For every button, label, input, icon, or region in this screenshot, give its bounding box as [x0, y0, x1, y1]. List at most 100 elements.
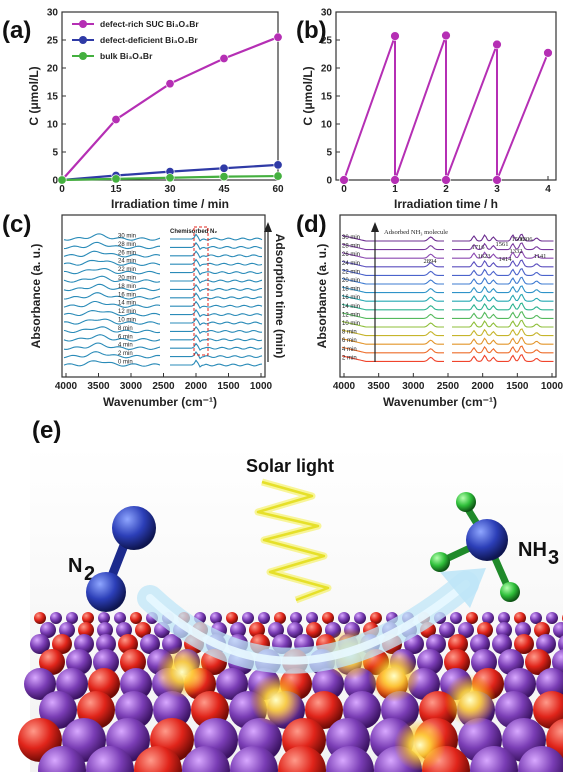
surface-atom [86, 746, 134, 772]
chart-b-point [390, 175, 400, 185]
chart-c-right-label: Adsorption time (min) [273, 234, 287, 359]
chart-b-ytick-label: 0 [326, 176, 332, 187]
surface-atom [558, 635, 563, 653]
chart-c-curve-label: 12 min [118, 309, 136, 315]
chart-d-xtick-label: 3500 [368, 381, 391, 392]
chart-a-ytick-label: 0 [52, 176, 58, 187]
chart-d-curve-label: 10 min [342, 321, 360, 327]
surface-atom [258, 612, 270, 624]
chart-a-point [111, 174, 121, 184]
surface-atom [39, 691, 77, 729]
chart-b-xtick-label: 2 [443, 184, 449, 195]
catalyst-surface [18, 612, 563, 772]
surface-atom [466, 612, 478, 624]
chart-b-xtick-label: 3 [494, 184, 500, 195]
nh3-h-atom-2 [430, 552, 450, 572]
chart-c-curve-label: 0 min [118, 360, 133, 366]
chart-c: 30 min 28 min 26 min 24 min 22 min 20 min 18 m… [29, 214, 287, 409]
chart-d-curve-label: 22 min [342, 269, 360, 275]
chart-a-point [273, 171, 283, 181]
chart-d-peak-label: 1561 [496, 241, 509, 248]
surface-atom [553, 622, 563, 638]
chart-c-curve-label: 30 min [118, 234, 136, 240]
surface-atom [530, 612, 542, 624]
chart-d-curve-label: 18 min [342, 287, 360, 293]
surface-atom [39, 649, 65, 675]
chart-a-ytick-label: 25 [47, 36, 59, 47]
chart-a-ytick-label: 30 [47, 8, 59, 19]
chart-d-peak-label: 1623 [478, 253, 491, 260]
chart-a-ytick-label: 20 [47, 64, 59, 75]
panel-label-c: (c) [2, 211, 31, 238]
chart-a-legend-label: defect-deficient Bi₃O₄Br [100, 35, 198, 45]
chart-a-legend-label: defect-rich SUC Bi₃O₄Br [100, 19, 199, 29]
surface-atom [210, 612, 222, 624]
surface-atom [52, 634, 72, 654]
surface-atom [448, 634, 468, 654]
chart-a-legend-label: bulk Bi₃O₄Br [100, 51, 153, 61]
active-site-glow [444, 674, 496, 726]
chart-b-point [441, 175, 451, 185]
chart-a-point [111, 115, 121, 125]
chart-d-peak-label: 1716 [472, 244, 486, 251]
chart-d-curve-label: 4 min [342, 347, 357, 353]
surface-atom [274, 612, 286, 624]
chart-c-curve-label: 20 min [118, 276, 136, 282]
chart-a-ylabel: C (μmol/L) [27, 66, 41, 125]
chart-a-point [165, 173, 175, 183]
chart-b-point [543, 48, 553, 58]
surface-atom [306, 612, 318, 624]
surface-atom [470, 634, 490, 654]
surface-atom [470, 746, 518, 772]
chart-d-curve-label: 2 min [342, 355, 357, 361]
surface-atom [533, 691, 563, 729]
chart-a-point [273, 32, 283, 42]
surface-atom [458, 622, 474, 638]
panel-label-b: (b) [296, 17, 327, 44]
chart-a-point [57, 175, 67, 185]
chart-d-xtick-label: 2500 [437, 381, 460, 392]
surface-atom [326, 746, 374, 772]
chart-d-curve-label: 12 min [342, 312, 360, 318]
chart-d-annotation: Adsorbed NH₃ molecule [384, 229, 448, 236]
chart-d-xtick-label: 2000 [472, 381, 495, 392]
chart-c-ylabel: Absorbance (a. u.) [29, 244, 43, 349]
chart-b-point [492, 175, 502, 185]
surface-atom [93, 649, 119, 675]
chart-d-curve-label: 24 min [342, 261, 360, 267]
chart-d-axis-break [444, 216, 452, 376]
surface-atom [40, 622, 56, 638]
chart-d-curve-label: 30 min [342, 235, 360, 241]
surface-atom [242, 612, 254, 624]
chart-c-xtick-label: 1500 [217, 381, 240, 392]
surface-atom [114, 612, 126, 624]
chart-c-annotation: Chemisorbed N₂ [170, 229, 217, 235]
chart-c-curve-label: 26 min [118, 250, 136, 256]
surface-atom [450, 612, 462, 624]
chart-d-curve-label: 6 min [342, 338, 357, 344]
surface-atom [477, 622, 493, 638]
nh3-subscript: 3 [548, 547, 559, 569]
surface-atom [249, 622, 265, 638]
active-site-glow [368, 650, 420, 702]
surface-atom [226, 612, 238, 624]
chart-a-point [165, 79, 175, 89]
chart-d-curve-label: 16 min [342, 295, 360, 301]
chart-a-xtick-label: 30 [164, 184, 176, 195]
panel-label-e: (e) [32, 417, 61, 444]
surface-atom [498, 612, 510, 624]
chart-c-xtick-label: 2000 [185, 381, 208, 392]
chart-c-xtick-label: 1000 [250, 381, 273, 392]
surface-atom [50, 612, 62, 624]
nh3-label: NH [518, 539, 547, 561]
chart-d-curve-label: 20 min [342, 278, 360, 284]
chart-b-ytick-label: 30 [321, 8, 333, 19]
surface-atom [306, 622, 322, 638]
chart-b-point [390, 31, 400, 41]
chart-b-point [339, 175, 349, 185]
surface-atom [482, 612, 494, 624]
surface-atom [290, 612, 302, 624]
chart-c-curve-label: 6 min [118, 334, 133, 340]
chart-a-point [219, 172, 229, 182]
